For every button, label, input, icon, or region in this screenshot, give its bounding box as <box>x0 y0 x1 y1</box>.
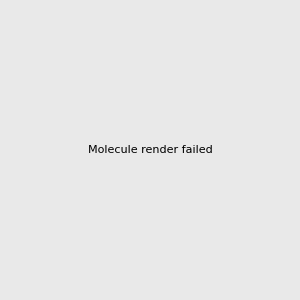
Text: Molecule render failed: Molecule render failed <box>88 145 212 155</box>
